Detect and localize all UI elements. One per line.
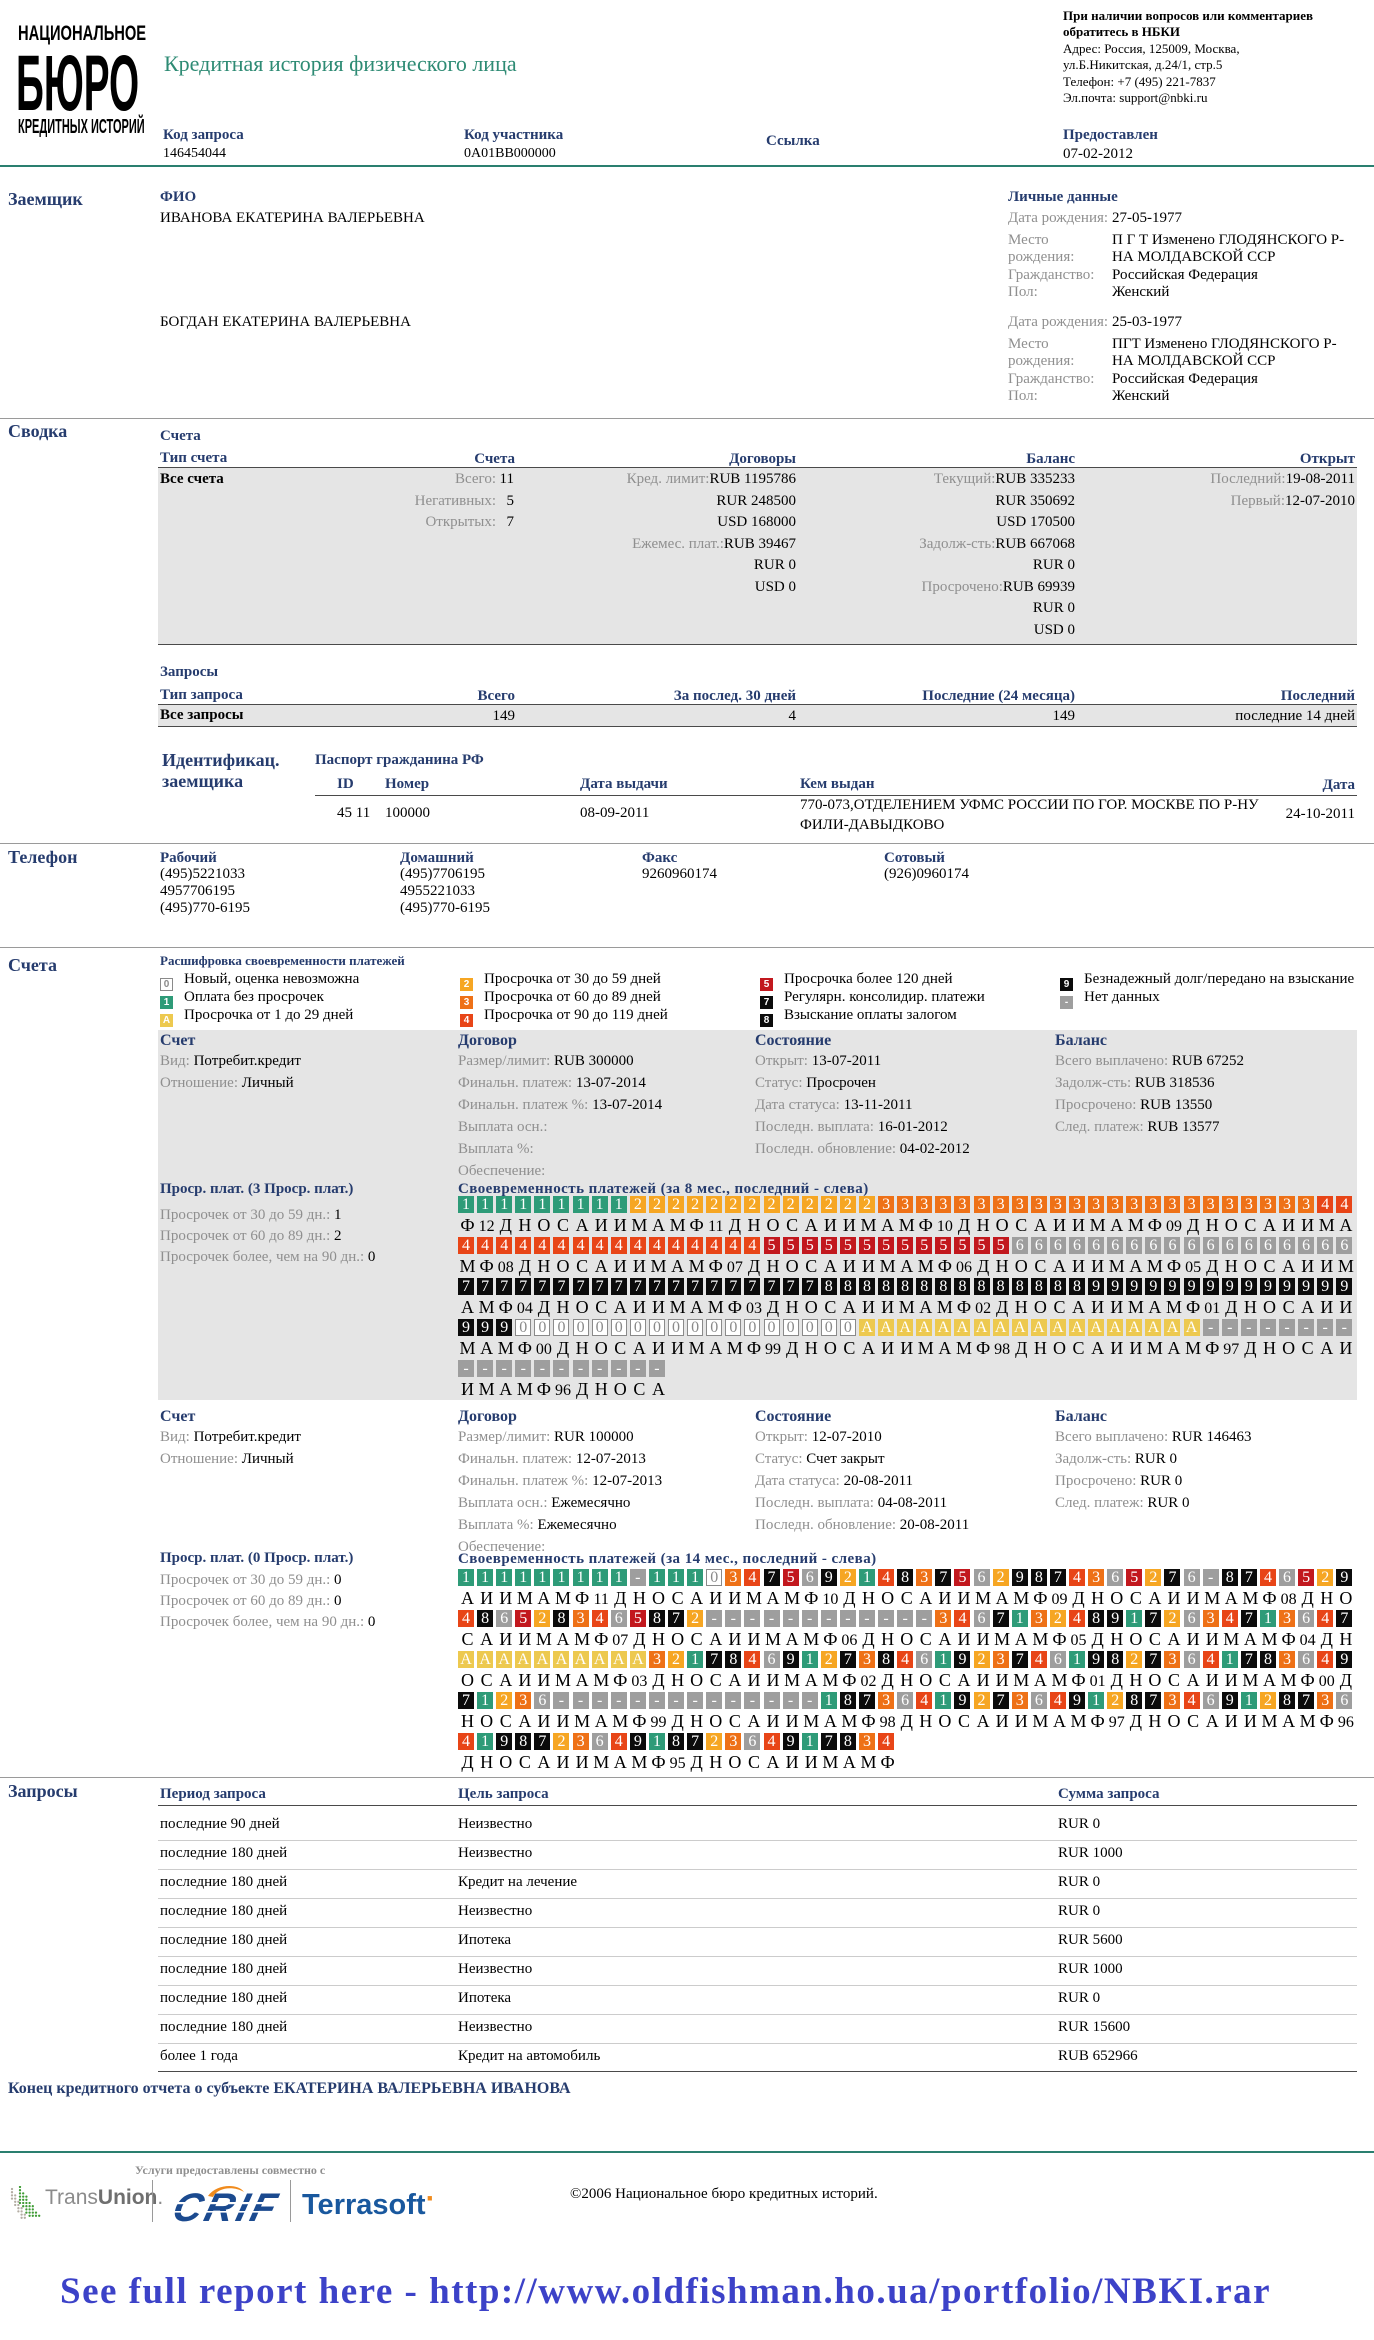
svg-text:CRIF: CRIF: [168, 2185, 282, 2225]
